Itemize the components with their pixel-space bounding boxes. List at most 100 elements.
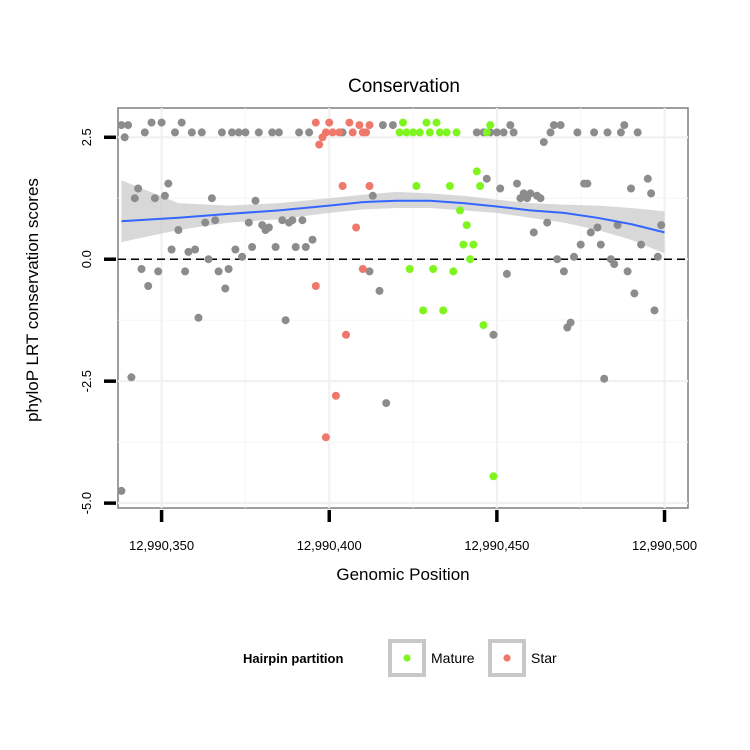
data-point-mature [415,128,424,137]
data-point-other [278,216,287,225]
data-point-mature [412,182,421,190]
data-point-mature [422,118,431,127]
smooth-trend-line [121,199,665,234]
data-point-other [268,128,277,137]
data-point-other [647,189,656,198]
data-point-other [127,373,136,382]
data-point-other [154,267,163,276]
data-point-other [134,184,143,193]
data-point-star [338,182,347,190]
data-point-mature [476,182,485,190]
data-point-other [201,218,210,227]
data-point-other [539,138,548,147]
data-point-mature [466,255,475,264]
data-point-other [623,267,632,276]
data-point-other [630,289,639,298]
data-point-other [234,128,243,137]
data-point-other [570,252,578,261]
y-axis-title: phyloP LRT conservation scores [23,178,42,422]
data-point-other [590,128,599,137]
data-point-other [120,133,129,142]
data-point-other [573,128,582,137]
data-point-other [298,216,307,225]
data-point-other [140,128,149,137]
data-point-mature [482,128,491,137]
data-point-other [308,235,317,244]
data-point-mature [399,118,407,127]
data-point-other [214,267,223,276]
legend-label-mature: Mature [431,650,475,666]
data-point-other [513,179,521,188]
data-point-other [613,221,622,230]
data-point-other [576,240,585,249]
data-point-other [191,245,200,254]
data-point-mature [395,128,404,137]
data-point-other [167,245,176,254]
data-point-other [603,128,612,137]
data-point-star [328,128,337,137]
data-point-other [616,128,625,137]
data-point-star [365,182,374,190]
data-point-other [187,128,196,137]
data-point-other [382,399,391,408]
data-point-other [637,240,646,249]
data-point-mature [429,265,438,273]
data-point-other [204,255,213,264]
data-point-other [653,252,662,261]
data-point-other [117,486,126,495]
data-point-other [502,269,511,278]
legend-key-star [488,639,526,677]
data-point-mature [462,221,471,230]
data-point-other [365,267,374,276]
data-point-star [342,330,350,339]
data-point-other [274,128,283,137]
legend-dot-star [503,654,511,662]
data-point-other [171,128,179,137]
data-point-star [335,128,344,137]
data-point-mature [459,240,468,249]
y-tick-label: -2.5 [79,370,94,392]
data-point-other [583,179,592,188]
data-point-other [596,240,605,249]
data-point-other [650,306,659,315]
data-point-other [526,189,535,198]
data-point-other [117,121,126,130]
data-point-other [586,228,595,237]
data-point-other [496,184,505,193]
data-point-other [281,316,290,325]
data-point-other [217,128,226,137]
data-point-star [321,433,330,442]
data-point-other [529,228,538,237]
data-point-mature [402,128,411,137]
data-point-other [211,216,220,225]
data-point-star [331,391,340,400]
data-point-other [593,223,602,232]
data-point-star [345,118,354,127]
data-point-star [311,118,320,127]
data-point-other [305,128,314,137]
data-point-mature [409,128,418,137]
data-point-other [124,121,133,130]
data-point-star [315,140,324,149]
data-point-other [543,218,552,227]
data-point-other [177,118,186,127]
data-point-other [291,243,300,251]
data-point-other [181,267,190,276]
data-point-mature [419,306,428,315]
data-point-other [244,218,253,227]
x-axis: 12,990,350 12,990,400 12,990,450 12,990,500 [129,510,697,553]
data-point-mature [486,121,495,130]
data-point-other [368,191,377,200]
data-point-other [301,243,310,251]
data-point-mature [435,128,444,137]
data-point-other [556,121,565,130]
data-point-other [536,194,545,203]
data-point-mature [439,306,448,315]
y-tick-label: 0.0 [79,250,94,268]
data-point-star [321,128,330,137]
data-point-other [633,128,642,137]
legend: Hairpin partition Mature Star [243,639,557,677]
data-point-other [610,260,619,269]
legend-title: Hairpin partition [243,651,343,666]
data-point-other [241,128,250,137]
